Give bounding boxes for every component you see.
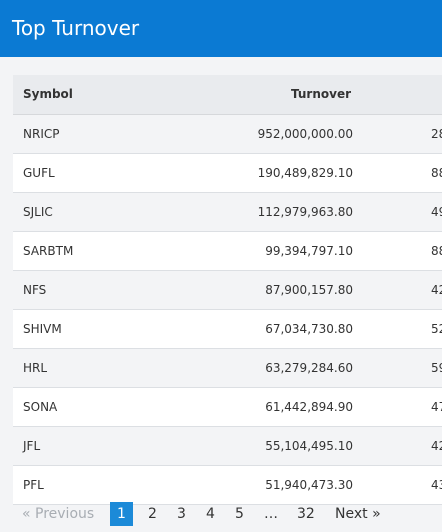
table-row[interactable]: JFL 55,104,495.10 42: [13, 426, 442, 465]
symbol-cell: SHIVM: [23, 321, 62, 336]
turnover-cell: 99,394,797.10: [265, 243, 353, 258]
symbol-cell: SJLIC: [23, 204, 53, 219]
page-button-3[interactable]: 3: [177, 506, 186, 522]
extra-cell: 42: [431, 282, 442, 297]
table-row[interactable]: HRL 63,279,284.60 59: [13, 348, 442, 387]
extra-cell: 88: [431, 243, 442, 258]
extra-cell: 47: [431, 399, 442, 414]
turnover-cell: 63,279,284.60: [265, 360, 353, 375]
extra-cell: 43: [431, 477, 442, 492]
symbol-cell: PFL: [23, 477, 44, 492]
page-button-last[interactable]: 32: [297, 506, 315, 522]
extra-cell: 42: [431, 438, 442, 453]
table-row[interactable]: SONA 61,442,894.90 47: [13, 387, 442, 426]
symbol-cell: NFS: [23, 282, 47, 297]
page-button-1[interactable]: 1: [110, 502, 133, 526]
extra-cell: 52: [431, 321, 442, 336]
symbol-cell: NRICP: [23, 126, 60, 141]
next-page-button[interactable]: Next »: [335, 506, 381, 522]
extra-cell: 88: [431, 165, 442, 180]
page-button-2[interactable]: 2: [148, 506, 157, 522]
table-row[interactable]: SARBTM 99,394,797.10 88: [13, 231, 442, 270]
table-header-row: Symbol Turnover: [13, 75, 442, 115]
column-header-symbol[interactable]: Symbol: [13, 75, 163, 115]
extra-cell: 59: [431, 360, 442, 375]
turnover-cell: 61,442,894.90: [265, 399, 353, 414]
table-row[interactable]: GUFL 190,489,829.10 88: [13, 153, 442, 192]
symbol-cell: JFL: [23, 438, 41, 453]
pagination-ellipsis: …: [264, 506, 278, 522]
turnover-cell: 112,979,963.80: [257, 204, 353, 219]
page-title: Top Turnover: [12, 16, 140, 40]
symbol-cell: SONA: [23, 399, 58, 414]
symbol-cell: HRL: [23, 360, 48, 375]
page-header: Top Turnover: [0, 0, 442, 57]
previous-page-button[interactable]: « Previous: [22, 506, 95, 522]
table-row[interactable]: NFS 87,900,157.80 42: [13, 270, 442, 309]
column-header-turnover[interactable]: Turnover: [163, 75, 353, 115]
table-row[interactable]: NRICP 952,000,000.00 28: [13, 114, 442, 153]
extra-cell: 28: [431, 126, 442, 141]
page-button-5[interactable]: 5: [235, 506, 244, 522]
page-button-4[interactable]: 4: [206, 506, 215, 522]
symbol-cell: SARBTM: [23, 243, 74, 258]
turnover-cell: 51,940,473.30: [265, 477, 353, 492]
symbol-cell: GUFL: [23, 165, 55, 180]
pagination: « Previous 1 2 3 4 5 … 32 Next »: [13, 502, 442, 532]
turnover-table: Symbol Turnover NRICP 952,000,000.00 28 …: [13, 75, 442, 505]
turnover-cell: 952,000,000.00: [257, 126, 353, 141]
turnover-table-container[interactable]: Symbol Turnover NRICP 952,000,000.00 28 …: [13, 75, 442, 519]
turnover-cell: 87,900,157.80: [265, 282, 353, 297]
column-header-extra[interactable]: [353, 75, 442, 115]
table-row[interactable]: SHIVM 67,034,730.80 52: [13, 309, 442, 348]
turnover-cell: 190,489,829.10: [257, 165, 353, 180]
turnover-cell: 55,104,495.10: [265, 438, 353, 453]
table-row[interactable]: SJLIC 112,979,963.80 49: [13, 192, 442, 231]
extra-cell: 49: [431, 204, 442, 219]
turnover-cell: 67,034,730.80: [265, 321, 353, 336]
table-row[interactable]: PFL 51,940,473.30 43: [13, 465, 442, 504]
